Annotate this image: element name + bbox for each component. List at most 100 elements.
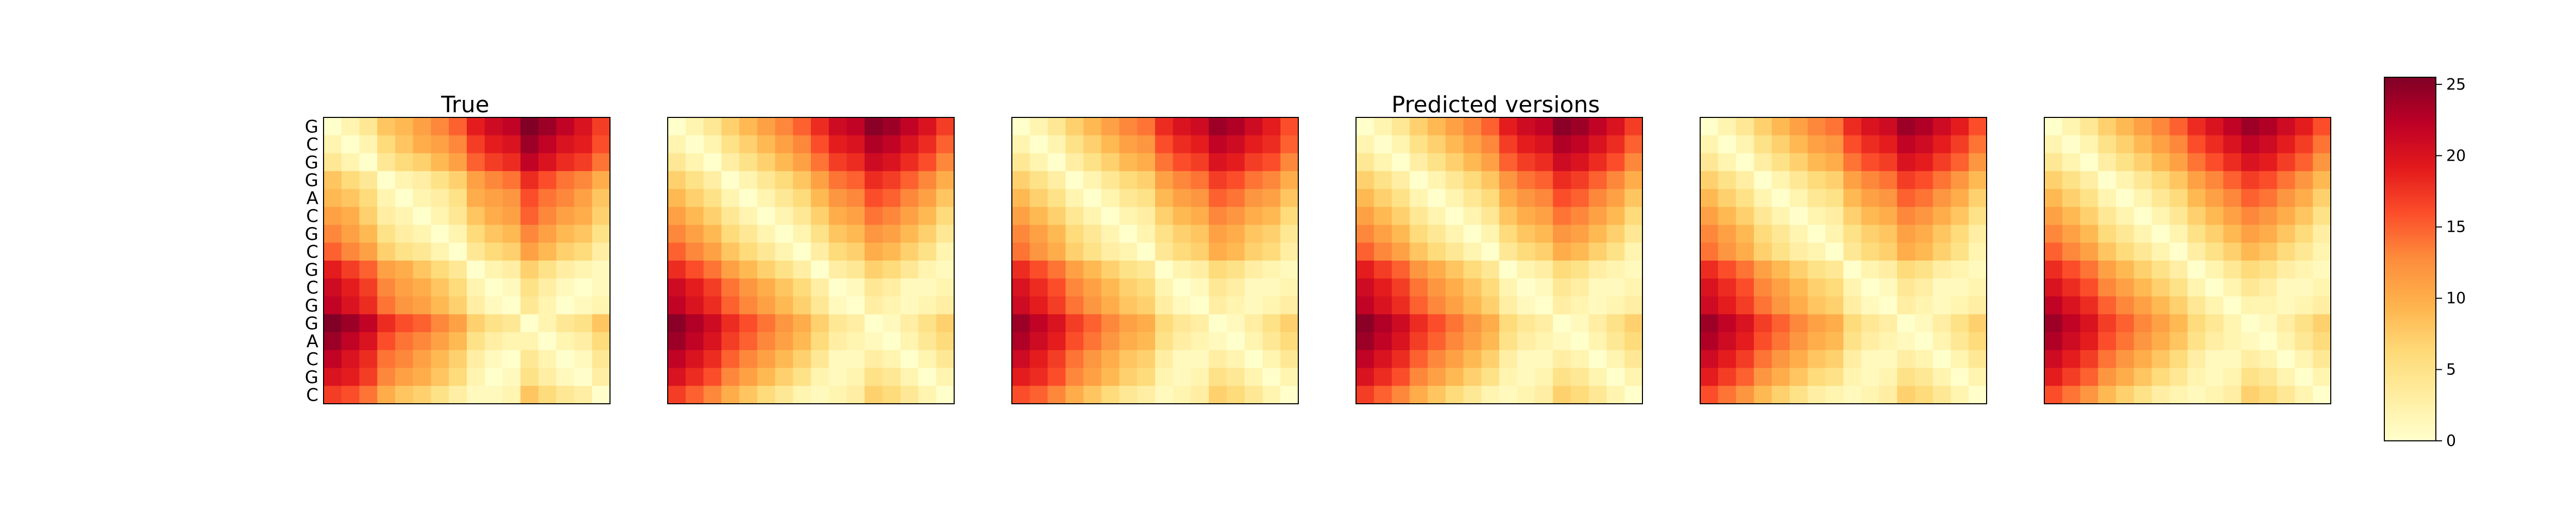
- heatmap-cell: [377, 314, 396, 333]
- heatmap-cell: [1535, 207, 1553, 226]
- heatmap-cell: [918, 243, 937, 261]
- heatmap-cell: [1843, 350, 1862, 369]
- heatmap-cell: [1280, 207, 1299, 226]
- heatmap-cell: [395, 153, 414, 171]
- heatmap-cell: [341, 368, 360, 386]
- heatmap-cell: [574, 368, 592, 386]
- heatmap-cell: [1754, 350, 1772, 369]
- heatmap-cell: [1825, 243, 1844, 261]
- heatmap-cell: [775, 261, 793, 279]
- heatmap-cell: [703, 296, 722, 315]
- heatmap-cell: [1262, 117, 1281, 136]
- heatmap-cell: [1879, 135, 1897, 154]
- heatmap-cell: [2116, 153, 2134, 171]
- heatmap-cell: [2170, 350, 2188, 369]
- heatmap-cell: [413, 207, 432, 226]
- heatmap-cell: [1535, 189, 1553, 208]
- heatmap-cell: [2170, 314, 2188, 333]
- heatmap-cell: [413, 278, 432, 297]
- heatmap-cell: [1481, 314, 1500, 333]
- heatmap-cell: [1155, 332, 1174, 351]
- heatmap-cell: [1879, 332, 1897, 351]
- heatmap-cell: [538, 153, 557, 171]
- heatmap-cell: [1807, 135, 1826, 154]
- heatmap-cell: [2223, 278, 2242, 297]
- heatmap-cell: [703, 153, 722, 171]
- heatmap-cell: [793, 243, 811, 261]
- heatmap-cell: [2133, 386, 2153, 404]
- heatmap-cell: [449, 225, 467, 243]
- heatmap-cell: [592, 261, 611, 279]
- heatmap-cell: [1119, 207, 1138, 226]
- heatmap-cell: [359, 386, 378, 404]
- heatmap-cell: [1624, 332, 1643, 351]
- heatmap-cell: [2241, 117, 2260, 136]
- heatmap-cell: [2133, 135, 2153, 154]
- heatmap-cell: [2151, 171, 2170, 190]
- heatmap-cell: [1754, 261, 1772, 279]
- heatmap-cell: [592, 386, 611, 404]
- heatmap-cell: [2277, 243, 2296, 261]
- heatmap-cell: [1445, 278, 1464, 297]
- heatmap-cell: [1588, 117, 1607, 136]
- heatmap-cell: [2116, 314, 2134, 333]
- heatmap-cell: [574, 314, 592, 333]
- heatmap-cell: [2188, 350, 2206, 369]
- heatmap-cell: [449, 171, 467, 190]
- heatmap-cell: [2098, 332, 2116, 351]
- heatmap-cell: [1191, 350, 1209, 369]
- heatmap-cell: [1807, 189, 1826, 208]
- heatmap-cell: [1374, 386, 1393, 404]
- heatmap-cell: [1700, 314, 1719, 333]
- heatmap-cell: [2098, 189, 2116, 208]
- heatmap-cell: [721, 368, 740, 386]
- heatmap-cell: [1101, 153, 1120, 171]
- heatmap-cell: [2205, 386, 2224, 404]
- heatmap-cell: [1718, 135, 1737, 154]
- heatmap-cell: [1155, 207, 1174, 226]
- heatmap-cell: [467, 278, 485, 297]
- heatmap-cell: [2205, 153, 2224, 171]
- heatmap-cell: [1445, 314, 1464, 333]
- heatmap-cell: [1101, 261, 1120, 279]
- heatmap-cell: [883, 386, 901, 404]
- heatmap-cell: [2044, 386, 2063, 404]
- heatmap-cell: [2044, 189, 2063, 208]
- heatmap-cell: [828, 261, 848, 279]
- heatmap-cell: [1065, 261, 1084, 279]
- heatmap-cell: [1915, 332, 1934, 351]
- heatmap-cell: [324, 117, 342, 136]
- heatmap-cell: [1879, 207, 1897, 226]
- heatmap-cell: [467, 225, 485, 243]
- heatmap-cell: [1915, 296, 1934, 315]
- heatmap-cell: [1227, 207, 1245, 226]
- heatmap-cell: [1463, 153, 1482, 171]
- heatmap-cell: [2277, 278, 2296, 297]
- heatmap-cell: [1807, 153, 1826, 171]
- heatmap-cell: [484, 278, 503, 297]
- heatmap-cell: [703, 332, 722, 351]
- heatmap-cell: [1951, 332, 1969, 351]
- heatmap-cell: [918, 350, 937, 369]
- heatmap-cell: [1825, 135, 1844, 154]
- heatmap-cell: [359, 261, 378, 279]
- heatmap-cell: [341, 243, 360, 261]
- heatmap-cell: [1262, 278, 1281, 297]
- heatmap-cell: [377, 207, 396, 226]
- heatmap-cell: [775, 296, 793, 315]
- heatmap-cell: [324, 368, 342, 386]
- heatmap-cell: [757, 171, 776, 190]
- heatmap-cell: [1155, 368, 1174, 386]
- heatmap-cell: [1083, 296, 1102, 315]
- heatmap-cell: [828, 350, 848, 369]
- heatmap-cell: [2116, 243, 2134, 261]
- heatmap-cell: [2241, 296, 2260, 315]
- heatmap-cell: [828, 117, 848, 136]
- heatmap-cell: [1445, 189, 1464, 208]
- heatmap-cell: [520, 314, 539, 333]
- heatmap-cell: [2170, 117, 2188, 136]
- heatmap-cell: [846, 117, 865, 136]
- heatmap-cell: [1624, 296, 1643, 315]
- heatmap-cell: [484, 225, 503, 243]
- heatmap-cell: [1392, 153, 1410, 171]
